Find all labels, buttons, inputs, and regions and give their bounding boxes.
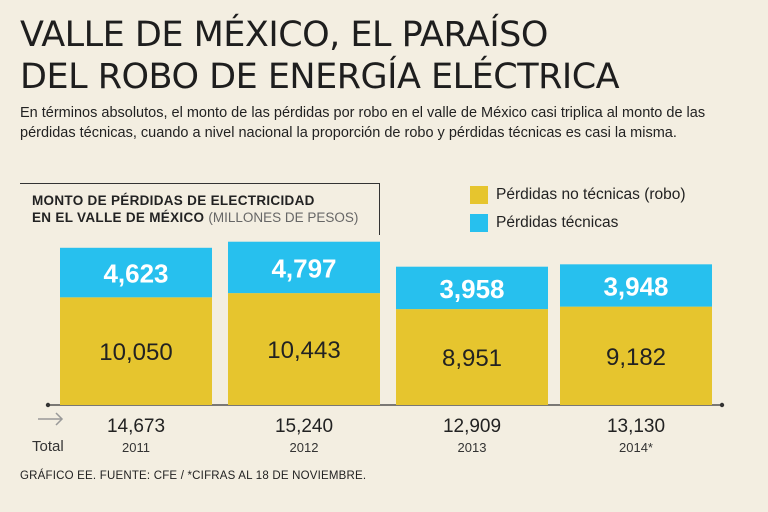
bar-label-robo-3: 9,182 bbox=[606, 344, 666, 371]
bar-tecnicas-1 bbox=[228, 241, 380, 294]
chart-subtitle: En términos absolutos, el monto de las p… bbox=[20, 105, 706, 141]
bar-robo-0 bbox=[60, 297, 212, 405]
chart-label-units: (MILLONES DE PESOS) bbox=[208, 210, 359, 225]
bar-tecnicas-2 bbox=[396, 266, 548, 310]
year-label-2: 2013 bbox=[458, 440, 487, 455]
bar-label-robo-0: 10,050 bbox=[99, 339, 172, 366]
total-value-3: 13,130 bbox=[607, 416, 665, 437]
legend: Pérdidas no técnicas (robo) Pérdidas téc… bbox=[470, 184, 686, 240]
chart-label-box: MONTO DE PÉRDIDAS DE ELECTRICIDAD EN EL … bbox=[20, 183, 380, 235]
legend-item-robo: Pérdidas no técnicas (robo) bbox=[470, 184, 686, 206]
bar-label-robo-1: 10,443 bbox=[267, 337, 340, 364]
x-axis-end-dot bbox=[719, 402, 725, 408]
bar-label-robo-2: 8,951 bbox=[442, 345, 502, 372]
bar-label-tecnicas-3: 3,948 bbox=[603, 271, 668, 301]
title-line-1: VALLE DE MÉXICO, EL PARAÍSO bbox=[20, 15, 548, 55]
bar-label-tecnicas-2: 3,958 bbox=[439, 274, 504, 304]
year-label-1: 2012 bbox=[290, 440, 319, 455]
bar-label-tecnicas-1: 4,797 bbox=[271, 253, 336, 283]
bar-robo-2 bbox=[396, 309, 548, 405]
year-label-3: 2014* bbox=[619, 440, 653, 455]
chart-title: VALLE DE MÉXICO, EL PARAÍSO DEL ROBO DE … bbox=[20, 14, 760, 98]
footer-source: GRÁFICO EE. FUENTE: CFE / *CIFRAS AL 18 … bbox=[20, 470, 367, 482]
legend-label-tecnicas: Pérdidas técnicas bbox=[496, 214, 619, 231]
bar-robo-1 bbox=[228, 293, 380, 405]
arrow-right-icon bbox=[38, 412, 64, 426]
bar-tecnicas-0 bbox=[60, 247, 212, 298]
chart-label-line-2: EN EL VALLE DE MÉXICO bbox=[32, 210, 205, 225]
total-label: Total bbox=[32, 438, 64, 455]
total-value-2: 12,909 bbox=[443, 416, 501, 437]
legend-swatch-robo bbox=[470, 186, 488, 204]
bar-robo-3 bbox=[560, 306, 712, 405]
title-line-2: DEL ROBO DE ENERGÍA ELÉCTRICA bbox=[20, 57, 620, 97]
chart-label-line-1: MONTO DE PÉRDIDAS DE ELECTRICIDAD bbox=[32, 193, 315, 208]
bar-label-tecnicas-0: 4,623 bbox=[103, 259, 168, 289]
legend-label-robo: Pérdidas no técnicas (robo) bbox=[496, 186, 686, 203]
total-value-0: 14,673 bbox=[107, 416, 165, 437]
year-label-0: 2011 bbox=[122, 440, 150, 455]
x-axis-start-dot bbox=[45, 402, 51, 408]
total-value-1: 15,240 bbox=[275, 416, 333, 437]
legend-item-tecnicas: Pérdidas técnicas bbox=[470, 212, 686, 234]
bar-tecnicas-3 bbox=[560, 264, 712, 307]
legend-swatch-tecnicas bbox=[470, 214, 488, 232]
